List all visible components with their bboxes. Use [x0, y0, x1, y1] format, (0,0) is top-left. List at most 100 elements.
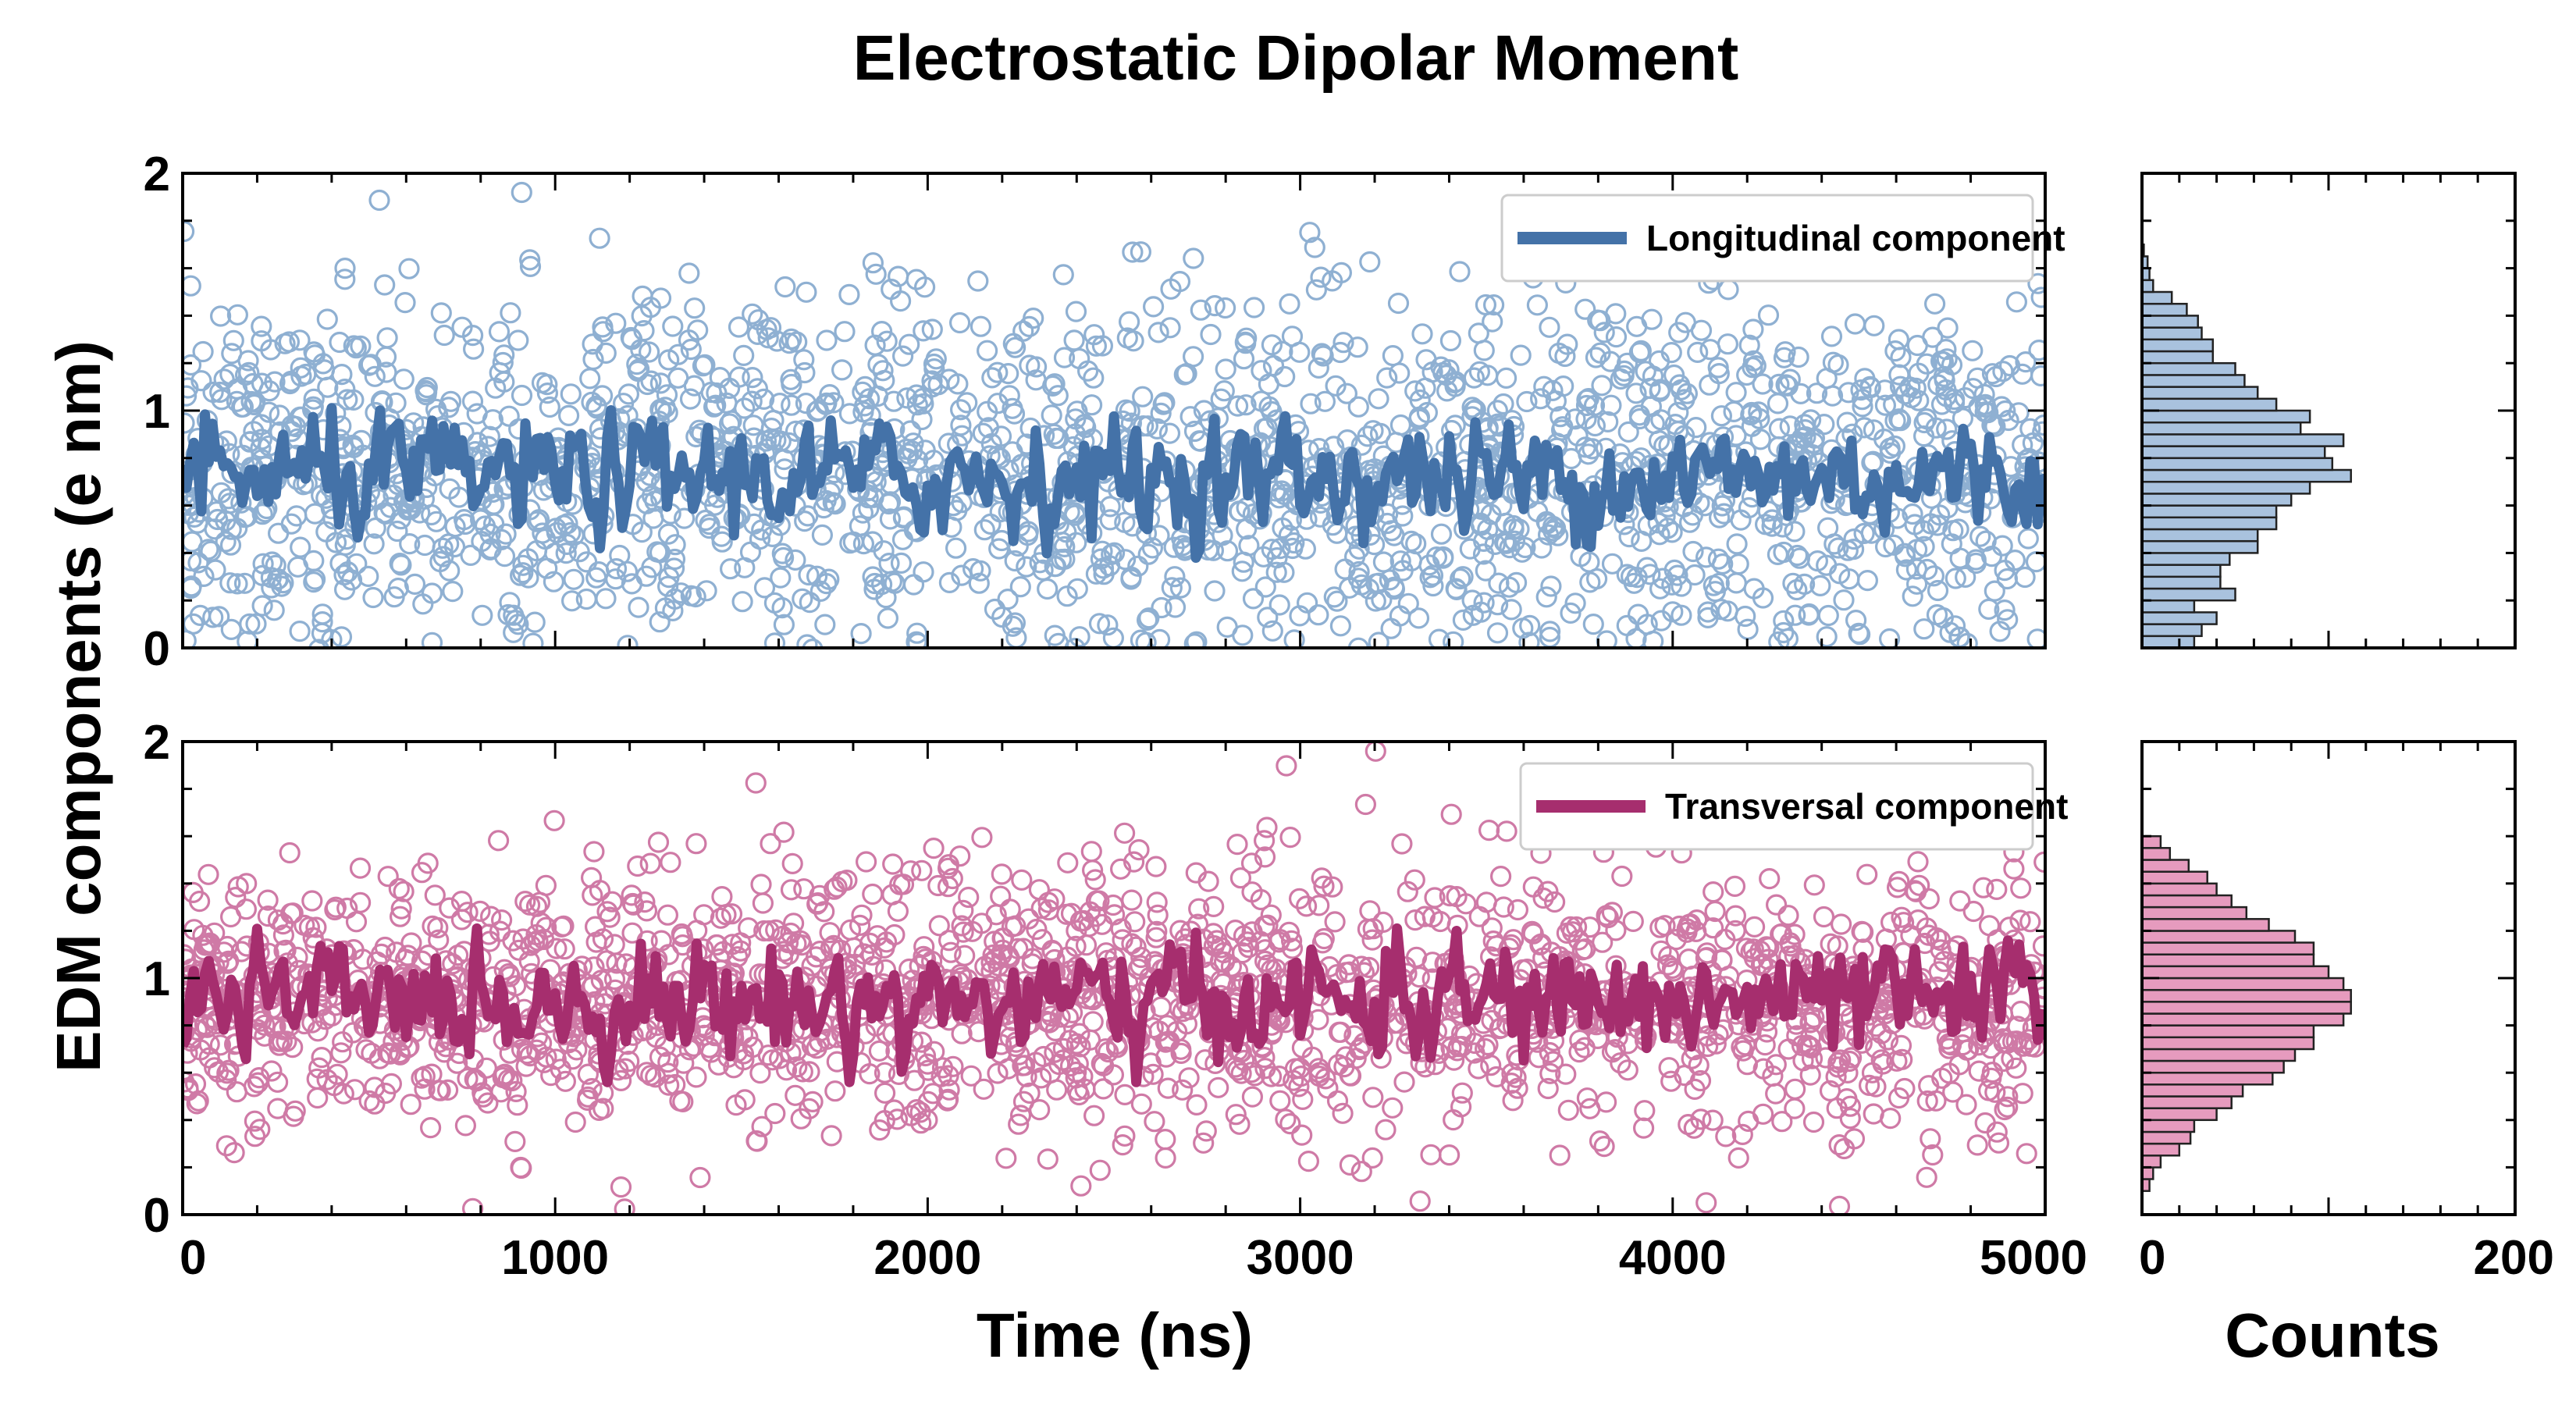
data-point: [582, 884, 603, 906]
data-point: [1480, 503, 1502, 525]
data-point: [516, 1043, 538, 1065]
data-point: [390, 1044, 411, 1066]
data-point: [1656, 954, 1679, 976]
data-point: [1801, 1048, 1823, 1069]
data-point: [1368, 632, 1389, 648]
data-point: [1735, 605, 1756, 628]
data-point: [1708, 572, 1730, 594]
data-point: [288, 959, 310, 981]
data-point: [332, 1031, 354, 1053]
data-point: [2015, 351, 2037, 373]
histogram-bar: [2140, 941, 2315, 955]
data-point: [560, 590, 583, 612]
data-point: [614, 1198, 635, 1215]
data-point: [1347, 637, 1369, 648]
data-point: [442, 580, 464, 603]
data-point: [1283, 1069, 1304, 1091]
histogram-bar: [2140, 361, 2236, 376]
data-point: [1756, 1010, 1778, 1032]
data-point: [183, 575, 202, 597]
tick-marks: [181, 172, 2047, 649]
data-point: [1335, 962, 1357, 984]
data-point: [505, 975, 527, 997]
data-point: [1585, 347, 1607, 368]
data-point: [1359, 251, 1381, 273]
data-point: [1887, 877, 1909, 898]
data-point: [733, 344, 755, 366]
data-point: [479, 425, 501, 447]
data-point: [1362, 420, 1384, 442]
data-point: [1438, 1144, 1461, 1166]
y-tick-label: 1: [144, 952, 170, 1006]
data-point: [1122, 241, 1144, 263]
data-point: [1664, 413, 1686, 436]
data-point: [752, 892, 774, 914]
data-point: [1291, 1124, 1313, 1146]
histogram-bar: [2140, 870, 2208, 885]
data-point: [1294, 538, 1317, 560]
data-point: [1687, 341, 1709, 363]
data-point: [1257, 607, 1279, 628]
data-point: [1261, 620, 1283, 642]
data-point: [1884, 340, 1906, 362]
data-point: [2005, 1030, 2027, 1052]
data-point: [1151, 596, 1172, 619]
data-point: [781, 394, 802, 416]
data-point: [973, 519, 995, 541]
x-tick-label: 1000: [501, 1231, 609, 1285]
data-point: [1823, 533, 1845, 555]
data-point: [1110, 918, 1132, 940]
data-point: [1478, 819, 1500, 841]
data-point: [794, 510, 816, 532]
data-point: [286, 946, 308, 969]
data-point: [1555, 1063, 1577, 1085]
data-point: [1127, 555, 1149, 577]
data-point: [741, 390, 763, 412]
data-point: [1978, 915, 2001, 937]
data-point: [511, 384, 533, 407]
data-point: [1699, 374, 1720, 396]
data-point: [1031, 929, 1053, 951]
data-point: [1149, 628, 1171, 648]
data-point: [823, 392, 845, 414]
data-point: [2014, 566, 2036, 589]
data-point: [742, 367, 763, 389]
data-point: [289, 620, 311, 642]
data-point: [706, 382, 728, 404]
data-point: [414, 534, 436, 557]
data-point: [543, 809, 565, 831]
data-point: [311, 603, 333, 625]
data-point: [505, 1080, 527, 1103]
data-point: [1904, 880, 1926, 902]
data-point: [1148, 525, 1170, 546]
data-point: [1120, 568, 1142, 590]
data-point: [1521, 920, 1543, 942]
data-point: [921, 376, 943, 398]
data-point: [913, 320, 934, 342]
histogram-bar: [2140, 1130, 2192, 1145]
data-point: [345, 911, 368, 933]
data-point: [628, 358, 650, 380]
data-point: [1695, 1192, 1717, 1214]
data-point: [1913, 618, 1935, 640]
data-point: [1339, 1064, 1361, 1087]
data-point: [1723, 400, 1745, 423]
data-point: [1827, 537, 1849, 559]
data-point: [1348, 560, 1370, 583]
data-point: [1113, 822, 1136, 844]
data-point: [1923, 565, 1944, 587]
data-point: [1258, 373, 1280, 395]
histogram-bar: [2140, 1083, 2244, 1098]
data-point: [694, 354, 716, 375]
data-point: [1430, 523, 1453, 545]
data-point: [364, 1093, 386, 1115]
data-point: [311, 610, 333, 633]
data-point: [1241, 921, 1263, 943]
data-point: [984, 930, 1005, 952]
data-point: [1428, 628, 1450, 648]
data-point: [429, 550, 451, 573]
data-point: [225, 886, 247, 909]
data-point: [1589, 1130, 1611, 1152]
data-point: [390, 898, 412, 920]
data-point: [802, 639, 824, 648]
